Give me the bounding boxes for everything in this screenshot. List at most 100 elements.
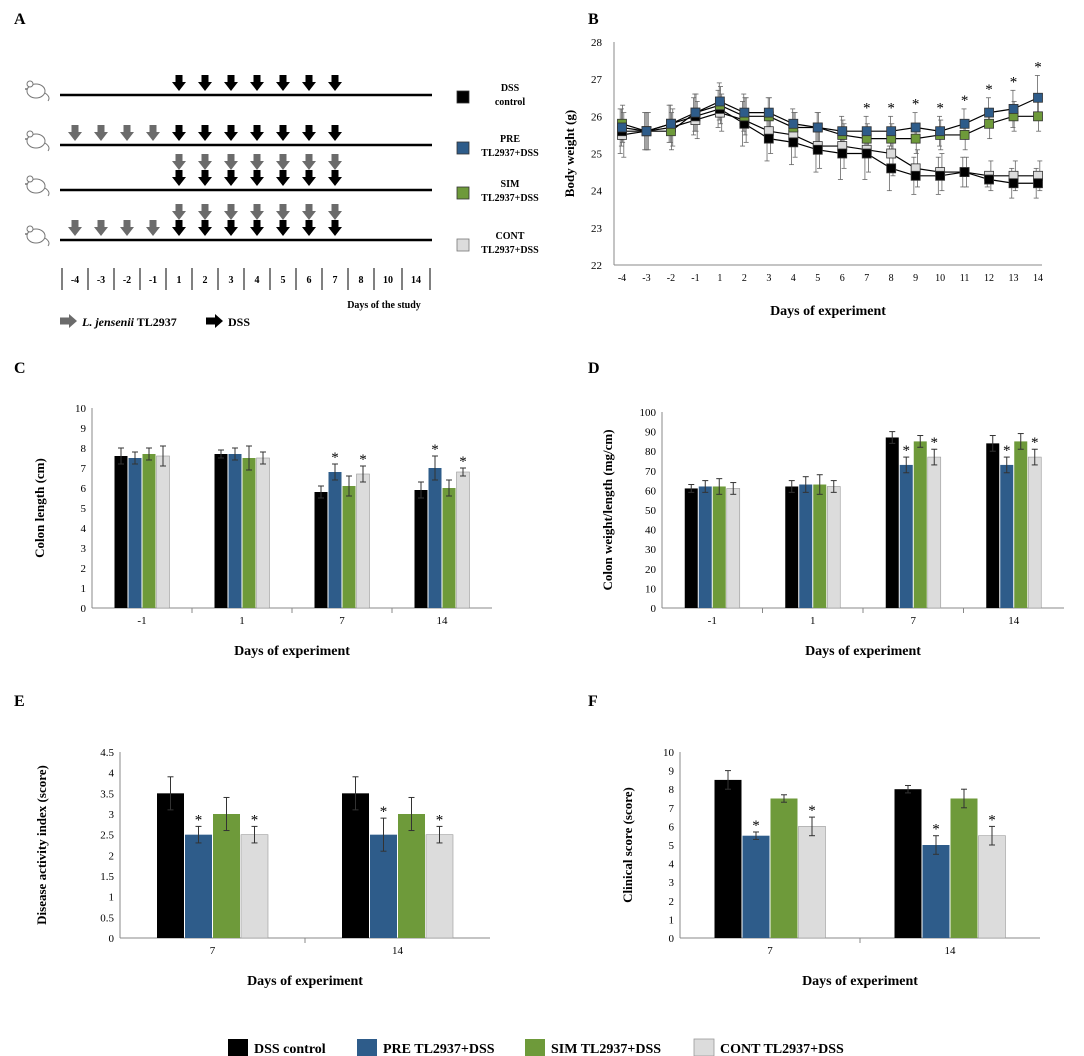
y-tick-label: 0	[669, 933, 675, 945]
data-point-pre-tl2937-dss-day-10	[935, 126, 946, 137]
y-axis-label: Colon weight/length (mg/cm)	[600, 429, 615, 590]
x-tick-label: -3	[642, 273, 650, 284]
probiotic-arrow	[250, 204, 264, 220]
bar-dss-control-day-7	[314, 492, 328, 608]
y-tick-label: 10	[645, 583, 657, 595]
series-line-cont-tl2937-dss	[621, 111, 1038, 177]
dss-arrow	[172, 220, 186, 236]
significance-marker: *	[195, 812, 203, 828]
dss-arrow	[198, 220, 212, 236]
mouse-eye	[25, 183, 27, 185]
x-tick-label: -1	[137, 615, 146, 627]
probiotic-arrow	[68, 125, 82, 141]
x-tick-label: -2	[667, 273, 675, 284]
x-tick-label: 13	[1009, 273, 1019, 284]
probiotic-arrow-legend	[60, 314, 77, 328]
probiotic-strain: TL2937	[134, 315, 177, 329]
x-tick-label: 4	[791, 273, 796, 284]
mouse-body	[26, 228, 46, 244]
bar-sim-tl2937-dss-day-1	[813, 484, 827, 608]
bar-sim-tl2937-dss-day-14	[398, 814, 425, 938]
significance-marker: *	[903, 443, 911, 459]
dss-arrow	[250, 75, 264, 91]
bar-cont-tl2937-dss-day-1	[826, 486, 841, 609]
data-point-pre-tl2937-dss-day-12	[984, 107, 994, 118]
y-tick-label: 3	[81, 543, 87, 555]
day-label: -2	[123, 275, 131, 286]
bar-cont-tl2937-dss-day-14	[425, 834, 454, 939]
dss-legend-label: DSS	[228, 315, 250, 329]
dss-arrow	[328, 170, 342, 186]
bar-pre-tl2937-dss-day-14	[922, 845, 950, 938]
x-tick-label: -1	[708, 615, 717, 627]
significance-marker: *	[436, 812, 444, 828]
dss-arrow-legend	[206, 314, 223, 328]
data-point-pre-tl2937-dss-day-2	[666, 118, 676, 129]
dss-arrow	[224, 220, 238, 236]
bar-sim-tl2937-dss-day-7	[213, 814, 240, 938]
y-tick-label: 90	[645, 427, 657, 439]
legend-label-sim-tl2937-dss: SIM TL2937+DSS	[551, 1042, 661, 1056]
data-point-dss-control-day-9	[910, 170, 921, 181]
probiotic-arrow	[198, 204, 212, 220]
y-tick-label: 2.5	[100, 830, 114, 842]
data-point-dss-control-day-11	[959, 167, 970, 177]
bar-pre-tl2937-dss-day-1	[228, 454, 242, 608]
data-point-sim-tl2937-dss-day-12	[984, 118, 994, 129]
bar-pre-tl2937-dss-day-14	[370, 834, 397, 938]
bar-sim-tl2937-dss-day-14	[442, 488, 456, 608]
bar-pre-tl2937-dss-day-14	[428, 468, 442, 608]
group-legend-line1: SIM	[501, 179, 520, 190]
y-tick-label: 80	[645, 446, 657, 458]
x-tick-label: 7	[339, 615, 345, 627]
x-tick-label: 11	[960, 273, 970, 284]
x-tick-label: 10	[935, 273, 945, 284]
data-point-dss-control-day-12	[984, 174, 994, 185]
dss-arrow	[172, 125, 186, 141]
bar-pre-tl2937-dss-day-14	[1000, 464, 1014, 608]
x-tick-label: -1	[691, 273, 699, 284]
x-tick-label: 7	[767, 945, 773, 957]
group-legend-line2: TL2937+DSS	[481, 193, 539, 204]
significance-marker: *	[988, 812, 996, 828]
series-line-pre-tl2937-dss	[621, 97, 1039, 132]
y-tick-label: 10	[663, 747, 675, 759]
mouse-eye	[25, 88, 27, 90]
group-legend-line1: PRE	[500, 134, 520, 145]
probiotic-arrow	[328, 204, 342, 220]
y-tick-label: 2	[81, 563, 87, 575]
bottom-legend: DSS control PRE TL2937+DSS SIM TL2937+DSS C…	[228, 1038, 844, 1056]
panel-e-disease-activity: E 0 0.5 1 1.5 2 2.5 3 3.5 4 4.5 Disease activity in…	[14, 693, 490, 989]
x-tick-label: 7	[911, 615, 917, 627]
y-tick-label: 3.5	[100, 788, 114, 800]
day-label: 4	[255, 275, 260, 286]
probiotic-arrow	[224, 204, 238, 220]
bar-sim-tl2937-dss-day-1	[712, 486, 726, 608]
probiotic-arrow	[302, 204, 316, 220]
significance-marker: *	[752, 818, 760, 834]
dss-arrow	[172, 170, 186, 186]
day-label: 1	[177, 275, 182, 286]
bar-cont-tl2937-dss-day-14	[456, 471, 470, 609]
bar-sim-tl2937-dss-day-1	[142, 454, 156, 608]
y-tick-label: 3	[109, 809, 115, 821]
significance-marker: *	[331, 450, 339, 466]
x-tick-label: -4	[618, 273, 626, 284]
data-point-cont-tl2937-dss-day-8	[886, 148, 897, 159]
y-tick-label: 4	[669, 859, 675, 871]
x-axis-label: Days of experiment	[234, 644, 350, 659]
y-tick-label: 28	[591, 37, 603, 49]
y-tick-label: 4	[109, 768, 115, 780]
y-tick-label: 9	[81, 423, 87, 435]
bar-pre-tl2937-dss-day-1	[698, 486, 712, 608]
y-tick-label: 2	[109, 850, 115, 862]
panel-letter-e: E	[14, 693, 25, 710]
bar-cont-tl2937-dss-day-14	[1027, 456, 1042, 609]
bar-dss-control-day-7	[157, 793, 184, 938]
probiotic-arrow	[198, 154, 212, 170]
legend-label-cont-tl2937-dss: CONT TL2937+DSS	[720, 1042, 844, 1056]
y-tick-label: 6	[81, 483, 87, 495]
y-tick-label: 1	[81, 583, 87, 595]
bar-dss-control-day-1	[114, 456, 128, 608]
